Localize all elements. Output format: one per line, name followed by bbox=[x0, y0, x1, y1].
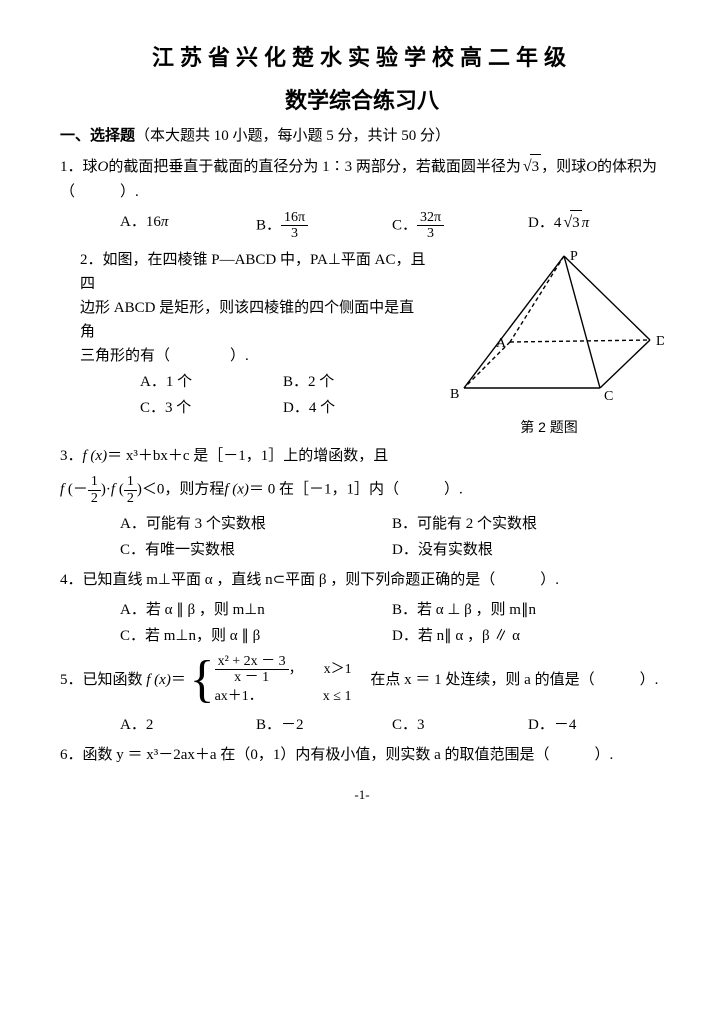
q5-row2: ax＋1． bbox=[215, 689, 263, 704]
section-heading-row: 一、选择题（本大题共 10 小题，每小题 5 分，共计 50 分） bbox=[60, 124, 664, 148]
q3-opt-d: D．没有实数根 bbox=[392, 538, 664, 562]
q1-opt-a: A．16π bbox=[120, 210, 256, 242]
q2-opt-b: B．2 个 bbox=[283, 370, 426, 394]
q3-opt-b: B．可能有 2 个实数根 bbox=[392, 512, 664, 536]
pyramid-diagram: P A B C D bbox=[434, 248, 664, 408]
q5-pre: 5．已知函数 bbox=[60, 672, 143, 688]
q2-opt-c: C．3 个 bbox=[140, 396, 283, 420]
q1-opt-d: D．43π bbox=[528, 210, 664, 242]
section-heading: 一、选择题 bbox=[60, 128, 135, 144]
q1-opt-c: C．32π3 bbox=[392, 210, 528, 242]
q5-opt-d: D．－4 bbox=[528, 713, 664, 737]
q5-opt-c: C．3 bbox=[392, 713, 528, 737]
q2-opt-a: A．1 个 bbox=[140, 370, 283, 394]
page-number: -1- bbox=[60, 785, 664, 806]
section-note: （本大题共 10 小题，每小题 5 分，共计 50 分） bbox=[135, 128, 450, 144]
question-4: 4．已知直线 m⊥平面 α ，直线 n⊂平面 β ，则下列命题正确的是（ ）. bbox=[60, 568, 664, 592]
piecewise-function: { x² + 2x － 3x － 1， x＞1 ax＋1．x ≤ 1 bbox=[190, 654, 352, 707]
q5-opt-a: A．2 bbox=[120, 713, 256, 737]
sqrt-icon: 3 bbox=[561, 210, 581, 236]
q2-caption: 第 2 题图 bbox=[434, 416, 664, 438]
q4-opt-a: A．若 α ∥ β ，则 m⊥n bbox=[120, 598, 392, 622]
q5-post: 在点 x ＝ 1 处连续，则 a 的值是（ ）. bbox=[355, 672, 658, 688]
q5-cond1: ， x＞1 bbox=[289, 662, 352, 677]
question-2: PABCD 第 2 题图 2．如图，在四棱锥 P—ABCD 中，PA⊥平面 AC… bbox=[60, 248, 664, 438]
q5-eq: ＝ bbox=[171, 672, 186, 688]
q3-fx: f (x) bbox=[83, 448, 108, 464]
svg-text:D: D bbox=[656, 334, 664, 349]
question-6: 6．函数 y ＝ x³－2ax＋a 在（0，1）内有极小值，则实数 a 的取值范… bbox=[60, 743, 664, 767]
q1-opt-b: B．16π3 bbox=[256, 210, 392, 242]
question-5: 5．已知函数 f (x)＝ { x² + 2x － 3x － 1， x＞1 ax… bbox=[60, 654, 664, 707]
main-title: 数学综合练习八 bbox=[60, 83, 664, 118]
q1-options: A．16π B．16π3 C．32π3 D．43π bbox=[60, 210, 664, 242]
q4-opt-d: D．若 n∥ α ，β ∥ α bbox=[392, 624, 664, 648]
q3-opt-a: A．可能有 3 个实数根 bbox=[120, 512, 392, 536]
svg-text:P: P bbox=[570, 249, 578, 264]
q3-pre: 3． bbox=[60, 448, 83, 464]
q4-opt-c: C．若 m⊥n，则 α ∥ β bbox=[120, 624, 392, 648]
q3-mid: ＜0，则方程 bbox=[142, 481, 225, 497]
svg-text:A: A bbox=[496, 336, 507, 351]
left-brace-icon: { bbox=[190, 654, 215, 706]
q4-opt-b: B．若 α ⊥ β ，则 m∥n bbox=[392, 598, 664, 622]
q1-text-b: 的截面把垂直于截面的直径分为 1∶3 两部分，若截面圆半径为 bbox=[108, 159, 521, 175]
q1-text-c: ，则球 bbox=[541, 159, 586, 175]
q5-fx: f (x) bbox=[146, 672, 171, 688]
q3-tail: ＝ 0 在［－1，1］内（ ）. bbox=[249, 481, 463, 497]
question-3: 3．f (x)＝ x³＋bx＋c 是［－1，1］上的增函数，且 bbox=[60, 444, 664, 468]
q1-text-a: 1．球 bbox=[60, 159, 98, 175]
q1-sqrt: 3 bbox=[530, 154, 542, 179]
q3-line1b: ＝ x³＋bx＋c 是［－1，1］上的增函数，且 bbox=[107, 448, 388, 464]
svg-text:C: C bbox=[604, 389, 613, 404]
q5-cond2: x ≤ 1 bbox=[323, 689, 352, 704]
q3-opt-c: C．有唯一实数根 bbox=[120, 538, 392, 562]
sqrt-icon: 3 bbox=[521, 154, 541, 180]
question-3-line2: f (－12)·f (12)＜0，则方程f (x)＝ 0 在［－1，1］内（ ）… bbox=[60, 474, 664, 506]
question-1: 1．球O的截面把垂直于截面的直径分为 1∶3 两部分，若截面圆半径为3，则球O的… bbox=[60, 154, 664, 204]
q5-opt-b: B．－2 bbox=[256, 713, 392, 737]
q2-opt-d: D．4 个 bbox=[283, 396, 426, 420]
school-title: 江苏省兴化楚水实验学校高二年级 bbox=[60, 40, 664, 75]
q3-fx2: f (x) bbox=[224, 481, 249, 497]
q2-figure: P A B C D 第 2 题图 bbox=[434, 248, 664, 438]
svg-text:B: B bbox=[450, 387, 459, 402]
